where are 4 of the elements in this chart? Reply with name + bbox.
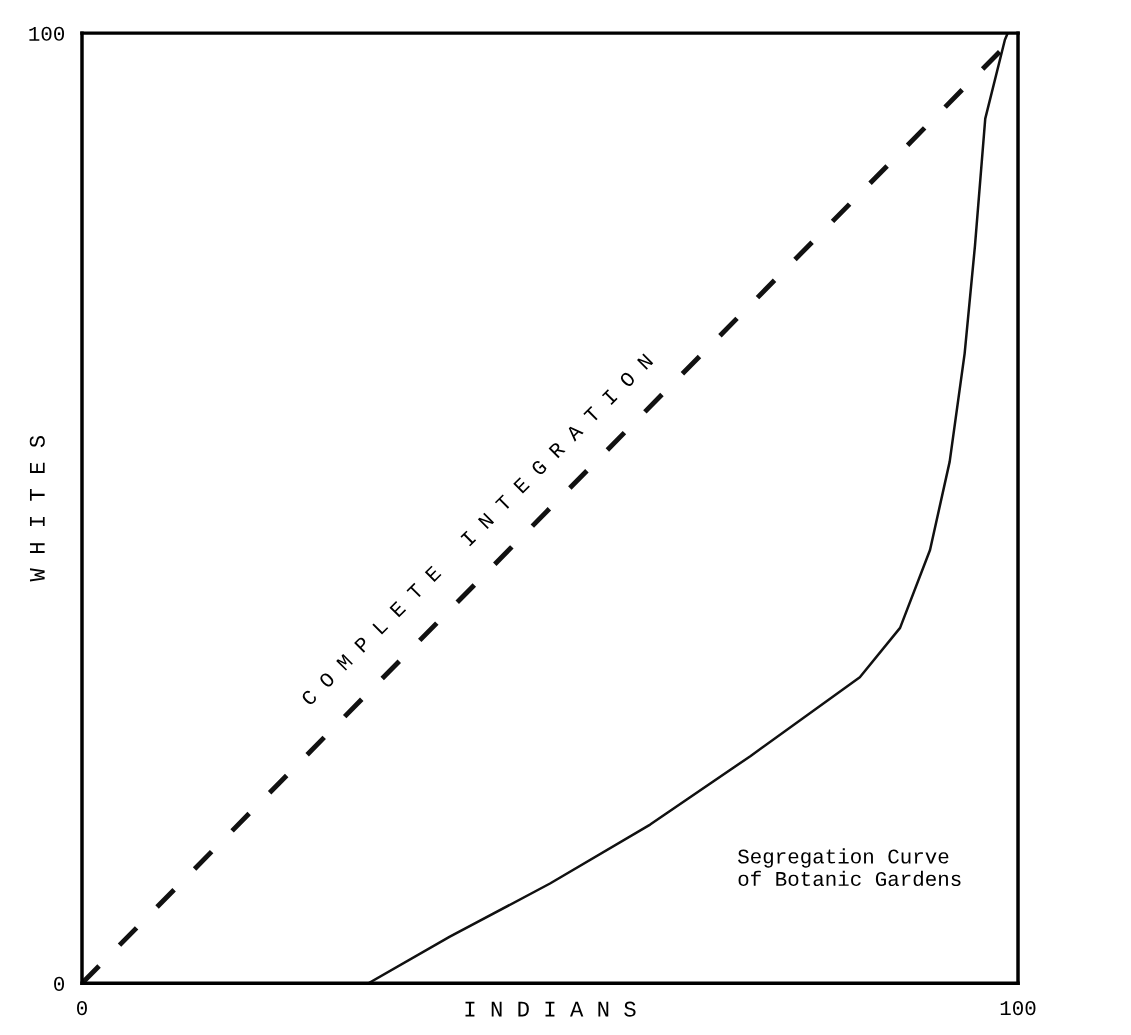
annotation: C O M P L E T E I N T E G R A T I O N — [300, 353, 654, 707]
y-axis-title: W H I T E S — [29, 435, 45, 582]
annotation: Segregation Curve of Botanic Gardens — [738, 848, 961, 887]
x-axis-title: I N D I A N S — [465, 1001, 636, 1017]
